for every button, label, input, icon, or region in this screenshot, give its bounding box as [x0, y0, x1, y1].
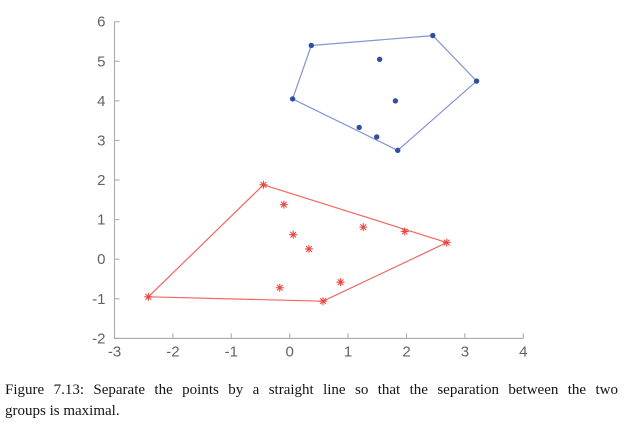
y-tick-label: 5 [97, 53, 105, 70]
x-tick-label: 0 [286, 343, 294, 360]
y-tick-label: 1 [97, 212, 105, 229]
asterisk-center [282, 203, 286, 206]
blue-group-hull-outline [292, 34, 478, 151]
x-tick-label: 4 [519, 343, 527, 360]
y-tick-label: 3 [97, 132, 105, 149]
blue-group-point [374, 134, 380, 140]
blue-group-point [430, 32, 436, 39]
red-group-point [144, 292, 153, 301]
blue-group-point [289, 96, 296, 102]
asterisk-center [278, 286, 282, 290]
blue-group-point [356, 124, 362, 131]
red-group-point [336, 278, 345, 287]
y-tick-label: -1 [92, 291, 105, 308]
x-tick-label: 1 [344, 343, 352, 360]
figure-caption-line2: groups is maximal. [5, 403, 120, 419]
figure-caption: Figure 7.13: Separate the points by a st… [0, 380, 625, 422]
figure-caption-line1: Figure 7.13: Separate the points by a st… [5, 382, 618, 398]
red-group-point [304, 244, 314, 254]
blue-group-point [392, 98, 399, 104]
y-tick-label: 2 [97, 172, 105, 189]
y-tick-label: 0 [97, 251, 105, 268]
red-group-point [442, 238, 451, 247]
asterisk-center [291, 233, 295, 237]
asterisk-center [307, 247, 311, 251]
axes-lines [113, 21, 524, 339]
red-group-point [289, 230, 298, 239]
y-tick-label: 6 [97, 14, 105, 31]
red-group-point [359, 223, 368, 232]
x-tick-label: -2 [166, 343, 179, 360]
asterisk-center [361, 225, 365, 229]
asterisk-center [321, 299, 325, 303]
blue-group-point [376, 56, 383, 63]
blue-group-point [473, 78, 480, 84]
blue-group-point [395, 147, 401, 154]
asterisk-center [339, 280, 342, 284]
asterisk-center [445, 241, 449, 244]
y-tick-label: 4 [97, 93, 105, 110]
red-group-point [279, 200, 288, 209]
red-group-hull-outline [147, 184, 448, 302]
red-group-point [275, 283, 284, 292]
x-tick-label: -1 [225, 343, 238, 360]
x-tick-label: 3 [461, 343, 469, 360]
red-group-point [400, 227, 409, 236]
asterisk-center [146, 295, 150, 299]
asterisk-center [262, 183, 265, 187]
asterisk-center [403, 230, 407, 233]
y-tick-label: -2 [92, 330, 105, 347]
red-group-point [318, 297, 328, 306]
x-tick-label: -3 [108, 343, 121, 360]
x-tick-label: 2 [402, 343, 410, 360]
blue-group-point [308, 42, 315, 49]
red-group-point [259, 180, 268, 189]
